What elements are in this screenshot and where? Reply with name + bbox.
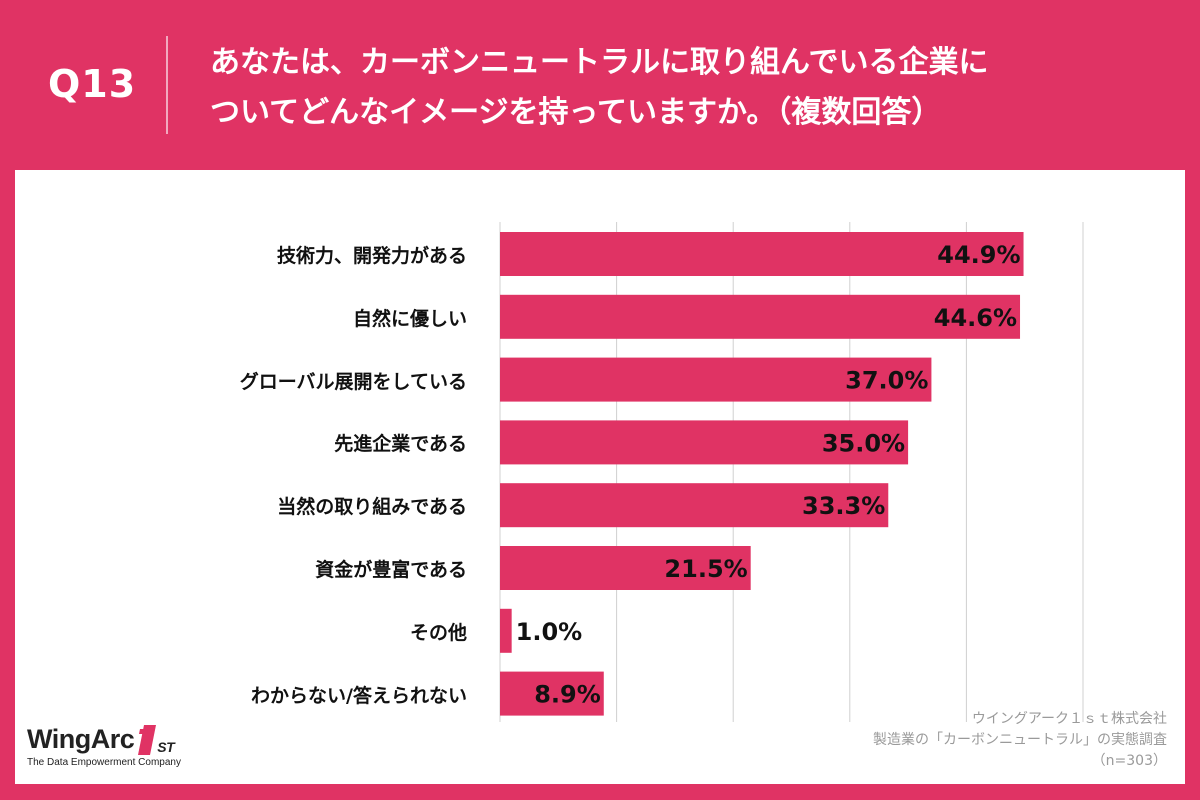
logo-name: WingArc [27, 724, 135, 754]
value-label: 21.5% [664, 555, 747, 583]
bar [500, 483, 889, 528]
value-label: 8.9% [534, 681, 601, 709]
category-label: 先進企業である [334, 433, 467, 456]
bar-chart: 44.9% 44.6% 37.0% 35.0% 33.3% 21.5% 1.0% 8.9% [499, 222, 1084, 722]
bar [500, 671, 604, 716]
bar [500, 420, 909, 465]
source-line-1: ウイングアーク１ｓｔ株式会社 [971, 711, 1167, 727]
value-label: 44.6% [934, 304, 1017, 332]
category-label: 自然に優しい [352, 307, 467, 330]
bar [500, 357, 932, 402]
bar [500, 294, 1021, 339]
header-divider [166, 36, 168, 134]
category-label: その他 [409, 621, 467, 644]
logo-tagline: The Data Empowerment Company [27, 757, 181, 768]
question-number: Q13 [48, 62, 137, 106]
header: Q13 あなたは、カーボンニュートラルに取り組んでいる企業に ついてどんなイメー… [0, 0, 1200, 170]
category-label: わからない/答えられない [251, 684, 467, 707]
source-line-3: （n=303） [1091, 753, 1167, 769]
value-label: 37.0% [845, 367, 928, 395]
value-label: 44.9% [937, 241, 1020, 269]
category-label: 当然の取り組みである [277, 496, 467, 519]
question-line-2: ついてどんなイメージを持っていますか。（複数回答） [210, 95, 942, 130]
chart-panel: 44.9% 44.6% 37.0% 35.0% 33.3% 21.5% 1.0% 8.9% 技… [15, 170, 1185, 784]
bar [500, 546, 751, 590]
logo-suffix: ST [157, 739, 175, 755]
category-label: 資金が豊富である [315, 559, 467, 581]
category-label: 技術力、開発力がある [276, 245, 467, 267]
source-line-2: 製造業の「カーボンニュートラル」の実態調査 [873, 732, 1167, 748]
value-label: 35.0% [822, 429, 905, 457]
company-logo: WingArc ST The Data Empowerment Company [27, 724, 181, 768]
logo-one-mark [136, 725, 157, 755]
bar [500, 232, 1024, 276]
value-label: 33.3% [802, 492, 885, 520]
source-note: ウイングアーク１ｓｔ株式会社 製造業の「カーボンニュートラル」の実態調査 （n=… [873, 709, 1167, 772]
bar [500, 608, 512, 653]
category-label: グローバル展開をしている [239, 370, 467, 393]
question-line-1: あなたは、カーボンニュートラルに取り組んでいる企業に [210, 45, 989, 80]
value-label: 1.0% [516, 618, 583, 646]
question-text: あなたは、カーボンニュートラルに取り組んでいる企業に ついてどんなイメージを持っ… [210, 38, 1170, 138]
